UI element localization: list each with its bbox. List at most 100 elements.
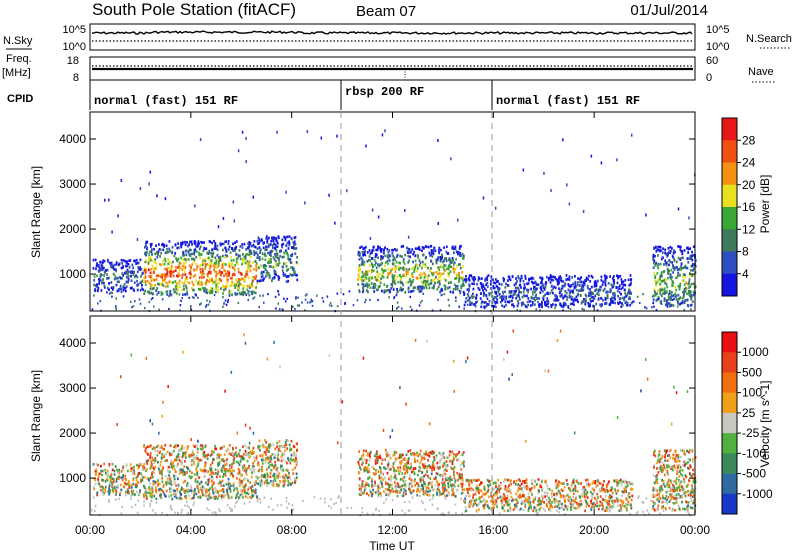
- echo-cell: [239, 271, 242, 275]
- echo-cell: [493, 305, 496, 308]
- echo-cell: [236, 280, 239, 284]
- echo-cell: [659, 289, 662, 293]
- echo-cell: [610, 283, 613, 286]
- echo-cell: [683, 301, 686, 305]
- echo-cell: [268, 236, 270, 240]
- echo-cell: [203, 276, 205, 279]
- echo-cell: [214, 511, 216, 514]
- echo-cell: [285, 275, 288, 279]
- echo-cell: [196, 472, 199, 476]
- echo-cell: [192, 496, 195, 500]
- echo-cell: [540, 280, 543, 284]
- echo-cell: [430, 260, 433, 263]
- echo-cell: [169, 477, 172, 481]
- echo-cell: [99, 273, 102, 276]
- echo-cell: [453, 267, 455, 271]
- echo-cell: [255, 264, 258, 267]
- echo-cell: [213, 268, 215, 271]
- echo-cell: [144, 306, 146, 310]
- echo-cell: [452, 251, 455, 255]
- echo-cell: [136, 288, 139, 292]
- echo-cell: [211, 496, 214, 499]
- echo-cell: [168, 487, 171, 490]
- echo-cell: [616, 158, 618, 162]
- echo-cell: [113, 486, 116, 489]
- echo-cell: [666, 261, 669, 264]
- echo-cell: [238, 482, 241, 486]
- echo-cell: [435, 271, 438, 274]
- echo-cell: [194, 240, 197, 244]
- echo-cell: [254, 245, 257, 249]
- echo-cell: [229, 509, 232, 512]
- echo-cell: [282, 484, 285, 488]
- echo-cell: [629, 282, 632, 286]
- echo-cell: [554, 286, 557, 290]
- echo-cell: [385, 285, 388, 288]
- echo-cell: [432, 286, 435, 290]
- echo-cell: [668, 302, 671, 306]
- echo-cell: [180, 447, 183, 451]
- echo-cell: [416, 285, 419, 289]
- echo-cell: [210, 467, 213, 470]
- echo-cell: [511, 303, 513, 307]
- echo-cell: [414, 265, 417, 269]
- echo-cell: [374, 255, 377, 259]
- echo-cell: [229, 284, 231, 288]
- echo-cell: [266, 481, 269, 485]
- echo-cell: [509, 291, 512, 295]
- echo-cell: [284, 300, 287, 303]
- echo-cell: [438, 282, 441, 286]
- echo-cell: [285, 280, 288, 283]
- echo-cell: [139, 266, 142, 269]
- echo-cell: [423, 272, 426, 275]
- echo-cell: [385, 498, 388, 501]
- echo-cell: [526, 282, 528, 286]
- echo-cell: [437, 285, 440, 289]
- echo-cell: [165, 480, 167, 484]
- echo-cell: [516, 304, 519, 308]
- echo-cell: [457, 263, 460, 266]
- echo-cell: [361, 511, 364, 514]
- echo-cell: [628, 289, 630, 293]
- echo-cell: [159, 446, 162, 449]
- echo-cell: [96, 289, 99, 292]
- echo-cell: [464, 300, 467, 304]
- echo-cell: [248, 286, 251, 289]
- echo-cell: [627, 297, 630, 300]
- echo-cell: [168, 250, 171, 253]
- echo-cell: [213, 293, 216, 297]
- echo-cell: [628, 283, 631, 287]
- echo-cell: [225, 463, 228, 466]
- echo-cell: [144, 260, 147, 264]
- echo-cell: [539, 276, 542, 279]
- echo-cell: [682, 293, 685, 297]
- echo-cell: [288, 243, 291, 247]
- echo-cell: [269, 472, 272, 475]
- echo-cell: [128, 485, 131, 489]
- echo-cell: [266, 484, 269, 487]
- echo-cell: [95, 472, 98, 475]
- echo-cell: [144, 268, 147, 272]
- echo-cell: [653, 290, 656, 293]
- echo-cell: [473, 276, 476, 279]
- echo-cell: [145, 253, 148, 257]
- echo-cell: [274, 447, 277, 451]
- echo-cell: [451, 245, 454, 249]
- echo-cell: [158, 488, 161, 491]
- echo-cell: [215, 447, 218, 451]
- echo-cell: [429, 498, 431, 502]
- echo-cell: [533, 286, 536, 289]
- echo-cell: [407, 459, 410, 463]
- echo-cell: [373, 473, 376, 476]
- echo-cell: [130, 484, 133, 487]
- echo-cell: [149, 502, 152, 505]
- echo-cell: [438, 275, 440, 279]
- echo-cell: [408, 248, 411, 251]
- echo-cell: [201, 485, 204, 489]
- echo-cell: [122, 295, 125, 298]
- echo-cell: [445, 476, 447, 479]
- echo-cell: [671, 298, 674, 301]
- echo-cell: [562, 296, 565, 300]
- echo-cell: [156, 287, 159, 290]
- echo-cell: [278, 472, 281, 475]
